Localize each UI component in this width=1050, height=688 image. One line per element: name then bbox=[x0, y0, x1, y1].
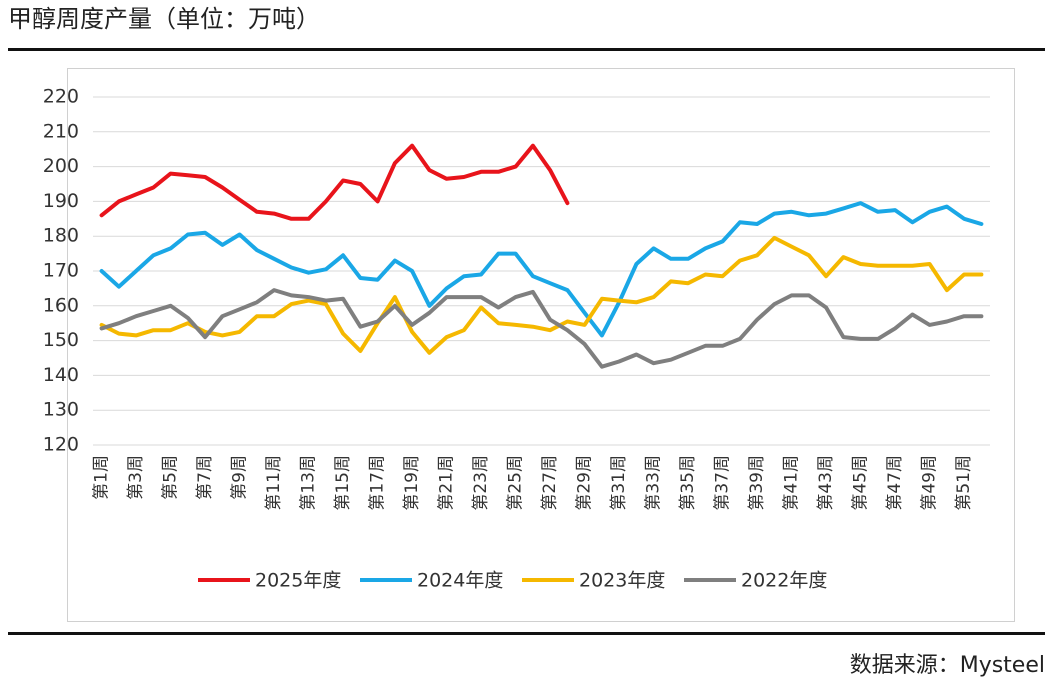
x-tick-label: 第39周 bbox=[747, 455, 767, 511]
x-tick-label: 第27周 bbox=[540, 455, 560, 511]
legend-label: 2023年度 bbox=[579, 570, 665, 592]
chart-frame bbox=[67, 68, 1015, 622]
series-line bbox=[99, 143, 570, 221]
x-tick-label: 第15周 bbox=[333, 455, 353, 511]
x-tick-label: 第33周 bbox=[644, 455, 664, 511]
x-tick-label: 第29周 bbox=[575, 455, 595, 511]
y-tick-label: 160 bbox=[43, 294, 79, 316]
x-tick-label: 第25周 bbox=[506, 455, 526, 511]
x-tick-label: 第7周 bbox=[195, 455, 215, 500]
x-tick-label: 第45周 bbox=[851, 455, 871, 511]
x-tick-label: 第21周 bbox=[437, 455, 457, 511]
series-line bbox=[99, 235, 984, 355]
source: 数据来源：Mysteel bbox=[850, 653, 1045, 678]
x-tick-label: 第13周 bbox=[299, 455, 319, 511]
legend-label: 2025年度 bbox=[255, 570, 341, 592]
y-tick-label: 170 bbox=[43, 260, 79, 282]
x-tick-label: 第47周 bbox=[885, 455, 905, 511]
x-tick-label: 第35周 bbox=[678, 455, 698, 511]
x-tick-label: 第23周 bbox=[471, 455, 491, 511]
series-line bbox=[99, 201, 984, 338]
x-tick-label: 第31周 bbox=[609, 455, 629, 511]
x-tick-label: 第41周 bbox=[782, 455, 802, 511]
y-tick-label: 220 bbox=[43, 86, 79, 108]
title-rule bbox=[8, 48, 1045, 51]
y-tick-label: 130 bbox=[43, 399, 79, 421]
x-tick-label: 第19周 bbox=[402, 455, 422, 511]
y-tick-label: 200 bbox=[43, 155, 79, 177]
x-tick-label: 第51周 bbox=[954, 455, 974, 511]
y-tick-label: 140 bbox=[43, 364, 79, 386]
y-tick-label: 210 bbox=[43, 120, 79, 142]
x-tick-label: 第5周 bbox=[161, 455, 181, 500]
x-tick-label: 第11周 bbox=[264, 455, 284, 511]
x-tick-label: 第3周 bbox=[126, 455, 146, 500]
y-tick-label: 150 bbox=[43, 329, 79, 351]
chart-title: 甲醇周度产量（单位：万吨） bbox=[8, 5, 320, 33]
x-tick-label: 第1周 bbox=[92, 455, 112, 500]
legend-label: 2024年度 bbox=[417, 570, 503, 592]
y-tick-label: 120 bbox=[43, 434, 79, 456]
x-tick-label: 第37周 bbox=[713, 455, 733, 511]
y-tick-label: 180 bbox=[43, 225, 79, 247]
x-tick-label: 第49周 bbox=[920, 455, 940, 511]
x-tick-label: 第43周 bbox=[816, 455, 836, 511]
x-tick-label: 第17周 bbox=[368, 455, 388, 511]
y-tick-label: 190 bbox=[43, 190, 79, 212]
x-tick-label: 第9周 bbox=[230, 455, 250, 500]
series-line bbox=[99, 288, 984, 369]
footer-rule bbox=[8, 632, 1045, 635]
legend-label: 2022年度 bbox=[741, 570, 827, 592]
